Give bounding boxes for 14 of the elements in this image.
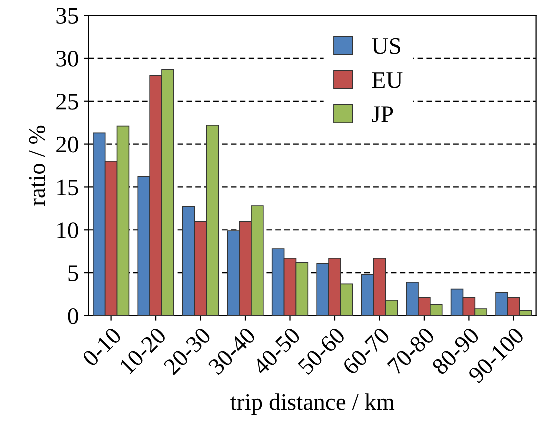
y-tick-label: 15: [58, 180, 78, 196]
legend-label: US: [372, 38, 400, 54]
y-axis-title: ratio / %: [29, 126, 46, 206]
legend-label: JP: [372, 106, 394, 122]
x-axis-title: trip distance / km: [230, 394, 395, 416]
y-tick-label: 25: [56, 94, 78, 110]
y-tick-label: 35: [56, 8, 78, 24]
y-tick-label: 30: [56, 50, 78, 67]
legend-label: EU: [372, 72, 403, 88]
x-tick-label: 0-10: [82, 326, 122, 368]
y-tick-label: 20: [56, 136, 78, 153]
y-tick-label: 0: [68, 308, 78, 324]
y-tick-label: 5: [68, 266, 78, 282]
y-tick-label: 10: [58, 222, 78, 239]
